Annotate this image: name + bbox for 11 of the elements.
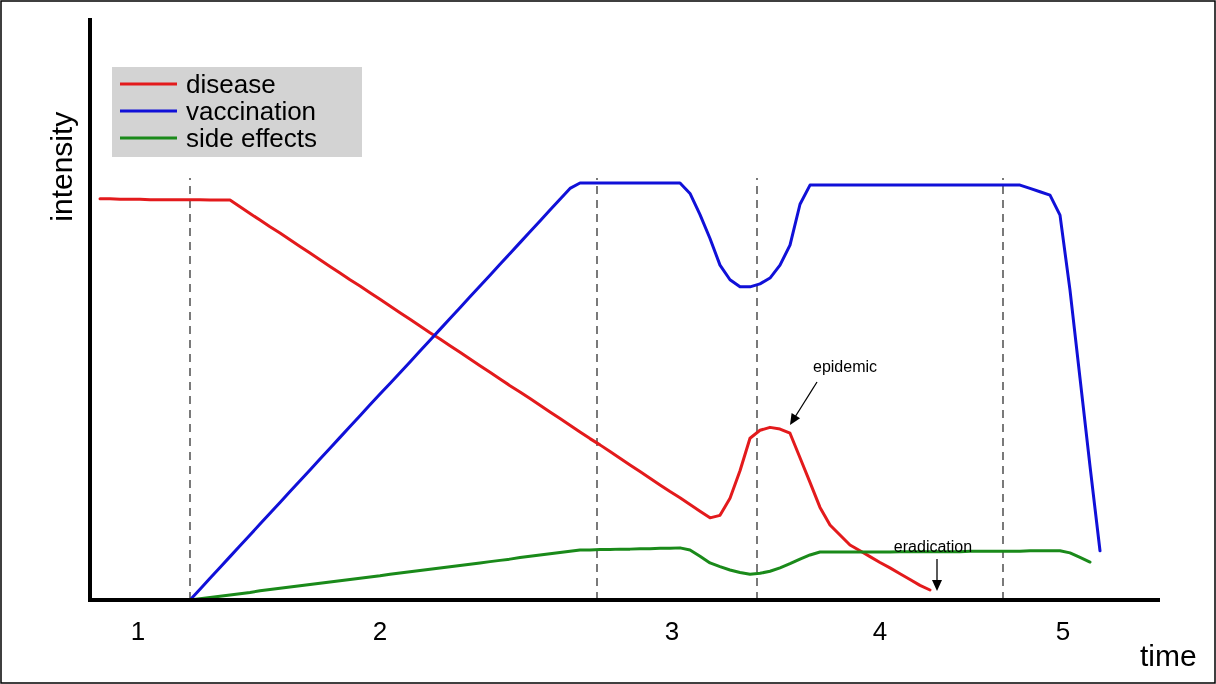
text: 1	[130, 616, 146, 646]
legend-label: disease	[186, 69, 276, 99]
x-axis-title: time	[1140, 639, 1197, 672]
annotation: epidemic	[812, 358, 878, 375]
y-axis-title: intensity	[45, 111, 78, 222]
text: 3	[664, 616, 680, 646]
text: 2	[372, 616, 388, 646]
legend-label: vaccination	[186, 96, 317, 126]
legend-label: side effects	[186, 123, 318, 153]
text: 4	[872, 616, 888, 646]
text: 5	[1055, 616, 1071, 646]
